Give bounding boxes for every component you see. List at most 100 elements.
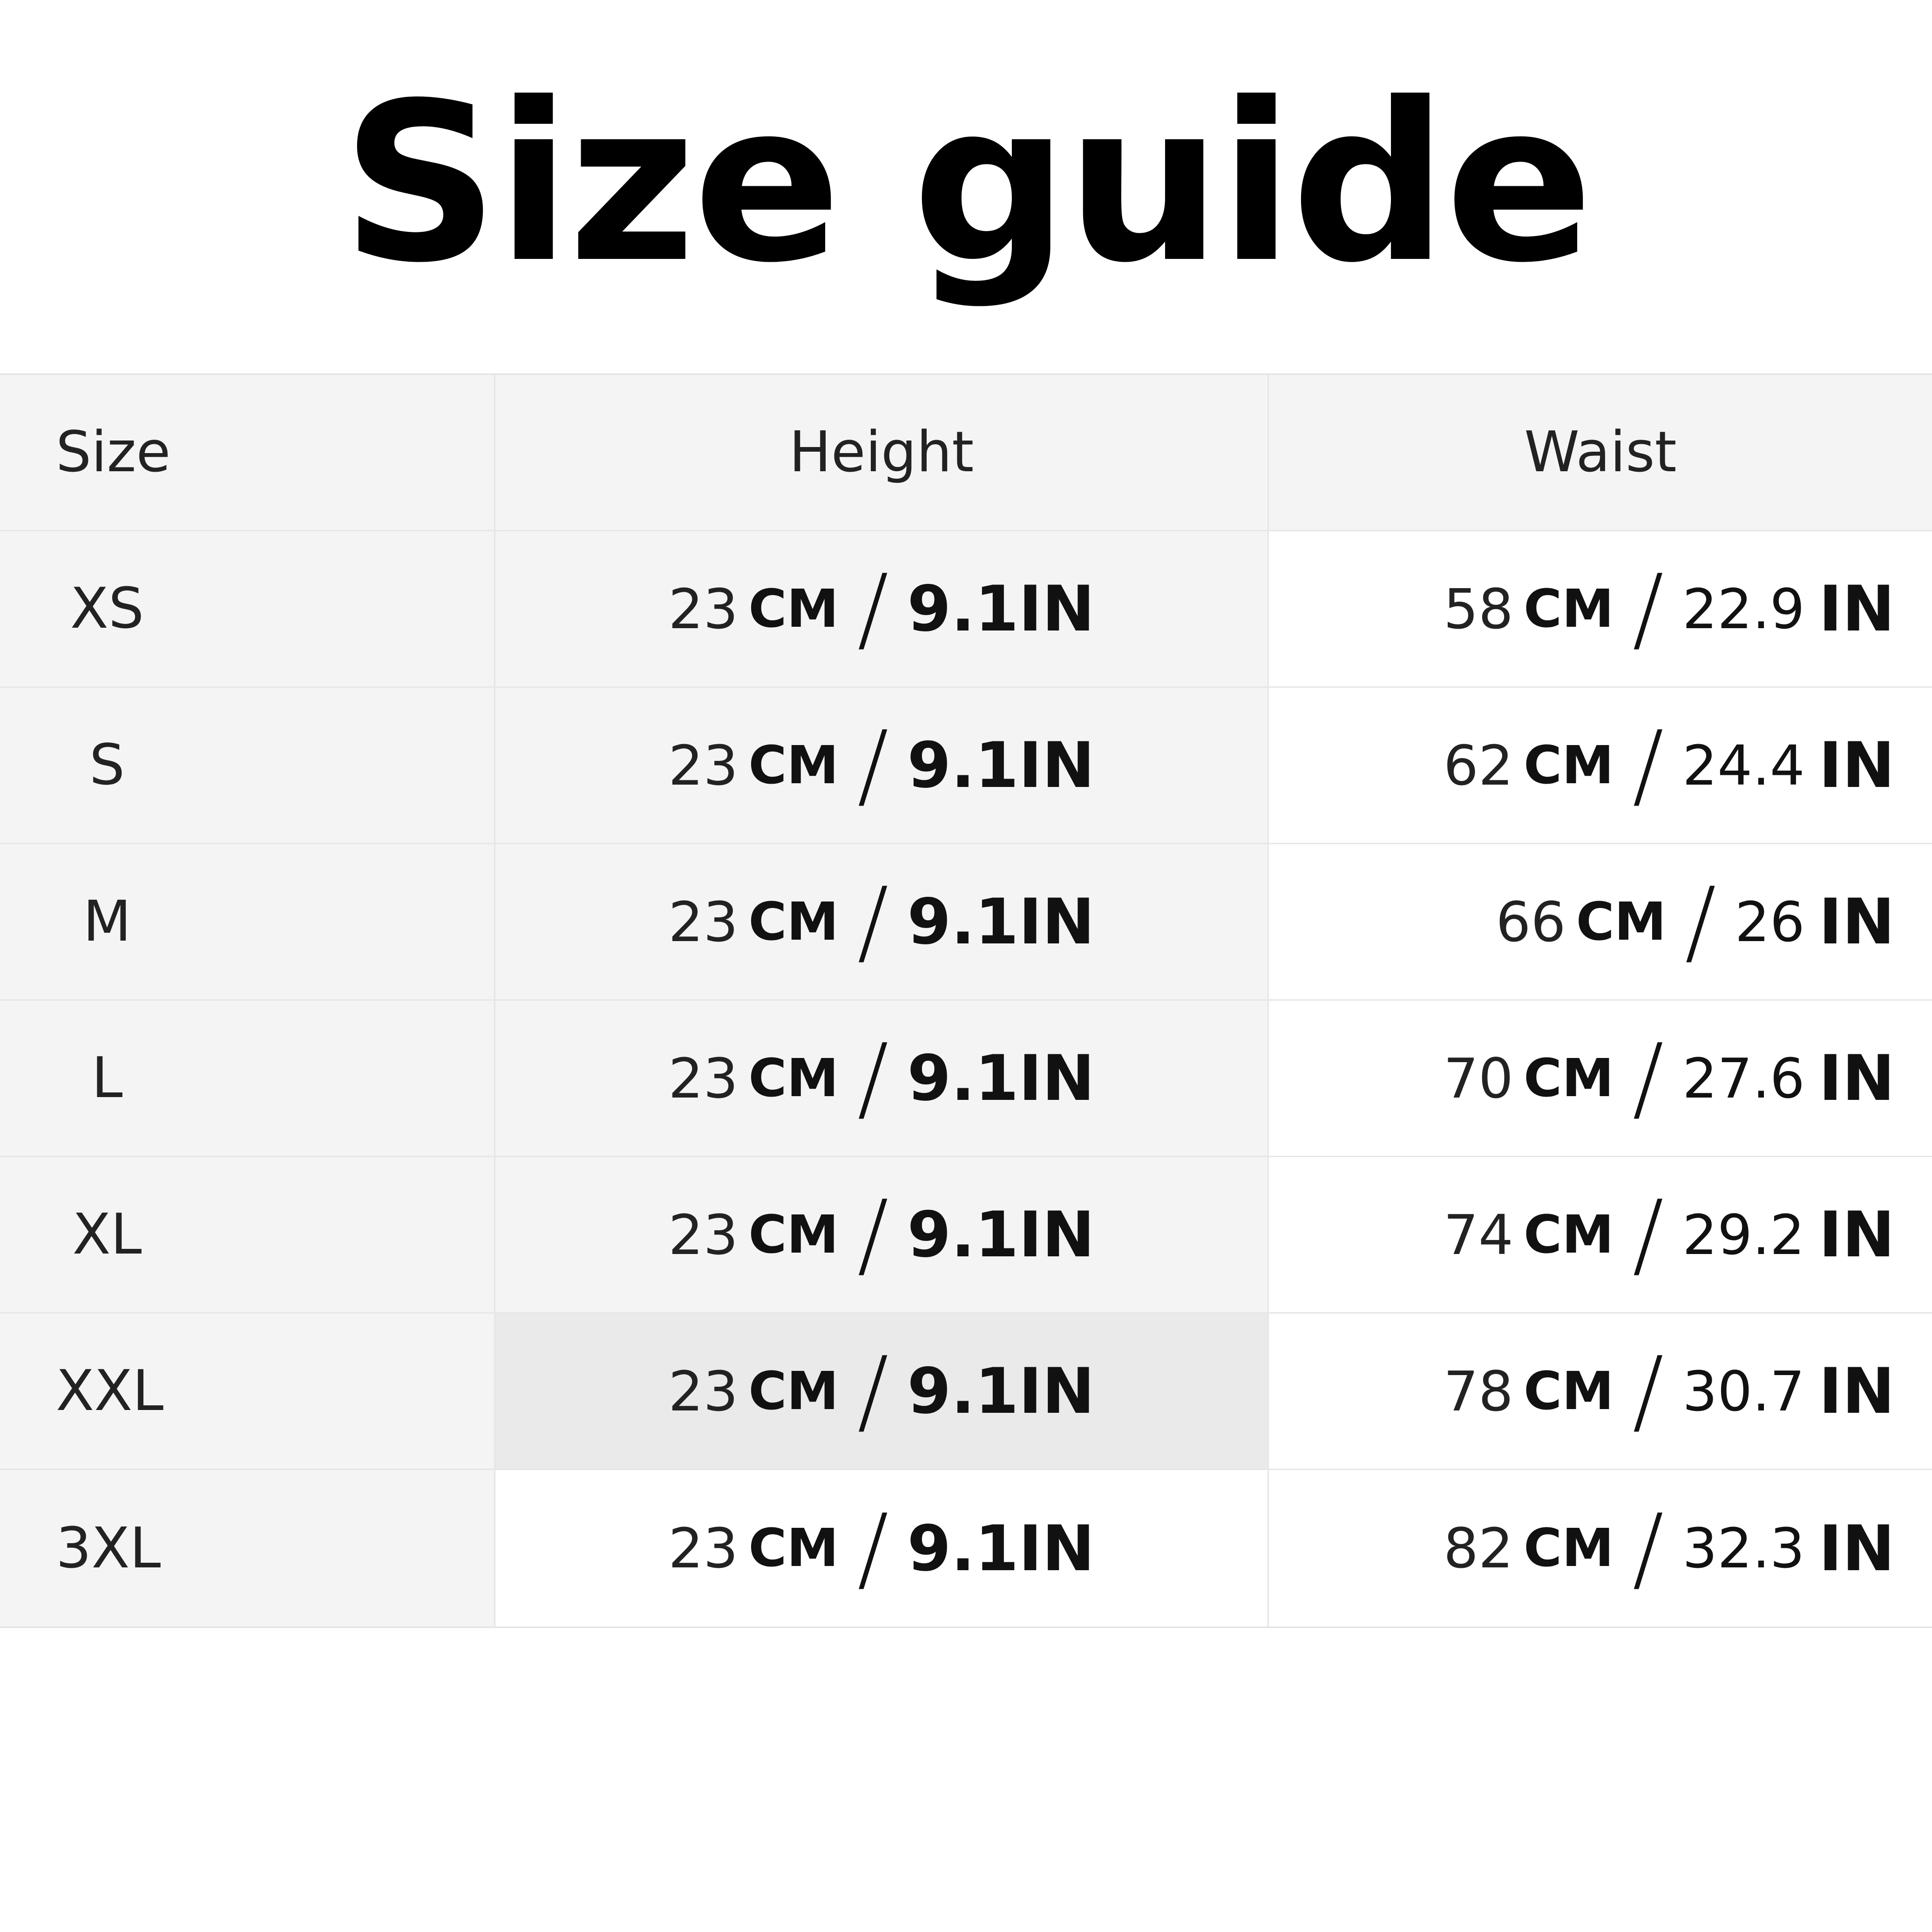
header-size-label: Size xyxy=(56,420,171,485)
waist-cm: 62 xyxy=(1443,733,1513,798)
separator: / xyxy=(1632,711,1664,820)
table-row: M 23 CM/9.1 IN 66 CM/26 IN xyxy=(0,844,1932,1001)
table-row: XXL 23 CM/9.1 IN 78 CM/30.7 IN xyxy=(0,1314,1932,1470)
size-label: XS xyxy=(70,576,144,641)
in-unit: IN xyxy=(1018,729,1095,802)
height-in: 9.1 xyxy=(907,885,1019,958)
height-in: 9.1 xyxy=(907,1512,1019,1585)
waist-cell: 78 CM / 30.7 IN xyxy=(1269,1314,1932,1469)
table-row: L 23 CM/9.1 IN 70 CM/27.6 IN xyxy=(0,1001,1932,1157)
in-unit: IN xyxy=(1018,1512,1095,1585)
cm-unit: CM xyxy=(748,1361,839,1422)
cm-unit: CM xyxy=(748,891,839,952)
waist-cell: 70 CM / 27.6 IN xyxy=(1269,1001,1932,1156)
in-unit: IN xyxy=(1018,1042,1095,1115)
height-cell: 23 CM /9.1 IN xyxy=(495,1001,1269,1156)
waist-cm: 82 xyxy=(1443,1516,1513,1580)
header-waist: Waist xyxy=(1269,375,1932,530)
cm-unit: CM xyxy=(748,1048,839,1109)
height-in: 9.1 xyxy=(907,1198,1019,1271)
separator: / xyxy=(857,1024,889,1132)
in-unit: IN xyxy=(1818,1042,1895,1115)
height-cell: 23 CM /9.1 IN xyxy=(495,1157,1269,1312)
height-cell: 23 CM /9.1 IN xyxy=(495,688,1269,843)
waist-in: 22.9 xyxy=(1682,576,1805,641)
waist-in: 27.6 xyxy=(1682,1046,1805,1111)
size-cell: M xyxy=(0,844,495,999)
waist-in: 29.2 xyxy=(1682,1202,1805,1267)
size-cell: XXL xyxy=(0,1314,495,1469)
header-height-label: Height xyxy=(789,420,974,485)
size-label: M xyxy=(83,889,131,954)
cm-unit: CM xyxy=(748,1204,839,1265)
waist-in: 32.3 xyxy=(1682,1516,1805,1580)
waist-cm: 66 xyxy=(1496,889,1566,954)
cm-unit: CM xyxy=(748,1518,839,1579)
size-label: S xyxy=(89,733,125,798)
in-unit: IN xyxy=(1818,885,1895,958)
cm-unit: CM xyxy=(1524,1518,1614,1579)
cm-unit: CM xyxy=(748,735,839,796)
height-cell: 23 CM /9.1 IN xyxy=(495,1314,1269,1469)
in-unit: IN xyxy=(1018,885,1095,958)
separator: / xyxy=(1632,1024,1664,1132)
waist-cell: 82 CM / 32.3 IN xyxy=(1269,1470,1932,1627)
height-cm: 23 xyxy=(668,733,739,798)
in-unit: IN xyxy=(1018,1198,1095,1271)
header-size: Size xyxy=(0,375,495,530)
cm-unit: CM xyxy=(748,578,839,639)
separator: / xyxy=(857,1180,889,1289)
height-cm: 23 xyxy=(668,1516,739,1580)
height-cm: 23 xyxy=(668,889,739,954)
separator: / xyxy=(1632,1180,1664,1289)
size-cell: XL xyxy=(0,1157,495,1312)
separator: / xyxy=(1632,1337,1664,1445)
cm-unit: CM xyxy=(1524,1048,1614,1109)
size-label: L xyxy=(91,1046,123,1111)
in-unit: IN xyxy=(1818,1355,1895,1428)
cm-unit: CM xyxy=(1524,578,1614,639)
separator: / xyxy=(857,1337,889,1445)
waist-cell: 58 CM / 22.9 IN xyxy=(1269,531,1932,686)
table-row: XS 23 CM/9.1 IN 58 CM/22.9 IN xyxy=(0,531,1932,688)
in-unit: IN xyxy=(1018,572,1095,645)
size-cell: S xyxy=(0,688,495,843)
in-unit: IN xyxy=(1818,1512,1895,1585)
height-in: 9.1 xyxy=(907,572,1019,645)
cm-unit: CM xyxy=(1524,735,1614,796)
waist-cell: 62 CM / 24.4 IN xyxy=(1269,688,1932,843)
in-unit: IN xyxy=(1018,1355,1095,1428)
height-cm: 23 xyxy=(668,1046,739,1111)
cm-unit: CM xyxy=(1576,891,1667,952)
table-row: S 23 CM/9.1 IN 62 CM/24.4 IN xyxy=(0,688,1932,844)
separator: / xyxy=(857,868,889,976)
height-cell: 23 CM /9.1 IN xyxy=(495,531,1269,686)
page-title: Size guide xyxy=(341,56,1593,311)
waist-in: 26 xyxy=(1735,889,1805,954)
header-waist-label: Waist xyxy=(1524,420,1677,485)
waist-in: 30.7 xyxy=(1682,1359,1805,1424)
height-cm: 23 xyxy=(668,576,739,641)
waist-cell: 66 CM / 26 IN xyxy=(1269,844,1932,999)
waist-in: 24.4 xyxy=(1682,733,1805,798)
separator: / xyxy=(1685,868,1716,976)
table-row: XL 23 CM/9.1 IN 74 CM/29.2 IN xyxy=(0,1157,1932,1314)
cm-unit: CM xyxy=(1524,1361,1614,1422)
waist-cm: 58 xyxy=(1443,576,1513,641)
size-cell: L xyxy=(0,1001,495,1156)
height-cell: 23 CM /9.1 IN xyxy=(495,844,1269,999)
in-unit: IN xyxy=(1818,729,1895,802)
in-unit: IN xyxy=(1818,1198,1895,1271)
size-cell: 3XL xyxy=(0,1470,495,1627)
size-cell: XS xyxy=(0,531,495,686)
height-in: 9.1 xyxy=(907,1042,1019,1115)
separator: / xyxy=(857,1494,889,1603)
separator: / xyxy=(1632,555,1664,663)
separator: / xyxy=(1632,1494,1664,1603)
size-label: XXL xyxy=(56,1359,164,1424)
waist-cm: 70 xyxy=(1443,1046,1513,1111)
separator: / xyxy=(857,711,889,820)
height-cm: 23 xyxy=(668,1359,739,1424)
height-in: 9.1 xyxy=(907,729,1019,802)
waist-cell: 74 CM / 29.2 IN xyxy=(1269,1157,1932,1312)
